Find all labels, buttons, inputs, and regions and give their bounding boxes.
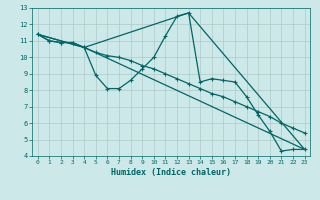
X-axis label: Humidex (Indice chaleur): Humidex (Indice chaleur): [111, 168, 231, 177]
